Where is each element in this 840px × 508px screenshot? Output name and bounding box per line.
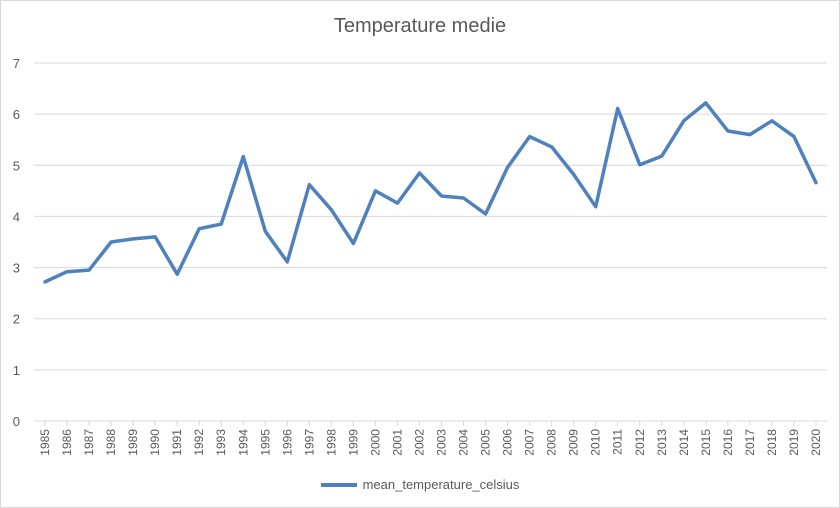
x-tick-label: 1985 — [38, 429, 52, 456]
series-line — [43, 101, 818, 284]
data-point — [131, 237, 135, 241]
chart-title: Temperature medie — [333, 15, 507, 37]
data-point — [374, 189, 377, 193]
x-tick-label: 1990 — [148, 429, 162, 456]
data-point — [330, 208, 333, 211]
x-tick-label: 1989 — [126, 429, 140, 456]
x-tick-label: 1995 — [258, 429, 272, 456]
x-tick-label: 2011 — [611, 429, 625, 455]
data-point — [572, 173, 575, 176]
legend-swatch — [320, 482, 357, 487]
x-tick-label: 2008 — [545, 429, 559, 456]
series-layer — [43, 101, 818, 284]
x-tick-label: 2020 — [809, 429, 823, 456]
data-point — [462, 196, 465, 200]
data-point — [286, 260, 289, 264]
x-tick-label: 2006 — [501, 429, 515, 456]
data-point — [660, 154, 663, 158]
data-point — [814, 181, 818, 184]
x-tick-label: 2004 — [457, 429, 471, 456]
data-point — [440, 194, 443, 198]
data-point — [87, 268, 91, 272]
y-tick-label: 2 — [13, 312, 20, 327]
x-tick-label: 1997 — [302, 429, 316, 456]
x-tick-label: 1986 — [60, 429, 74, 456]
data-point — [43, 280, 47, 284]
x-tick-label: 1996 — [280, 429, 294, 456]
data-point — [550, 145, 553, 149]
y-tick-label: 6 — [13, 107, 20, 122]
x-tick-label: 2015 — [699, 429, 713, 456]
x-tick-label: 1992 — [192, 429, 206, 456]
data-point — [638, 163, 641, 166]
data-point — [726, 129, 730, 133]
data-point — [506, 166, 509, 169]
data-point — [484, 212, 487, 216]
x-axis-ticks: 1985 1986 1987 1988 1989 1990 1991 1992 1993 1994… — [38, 421, 823, 456]
data-point — [704, 101, 708, 105]
x-tick-label: 1994 — [236, 429, 250, 456]
data-point — [308, 183, 311, 186]
y-tick-label: 4 — [13, 209, 20, 224]
x-tick-label: 1993 — [214, 429, 228, 456]
y-tick-label: 5 — [13, 158, 20, 173]
x-tick-label: 1999 — [346, 429, 360, 456]
data-point — [396, 201, 399, 205]
x-tick-label: 1987 — [82, 429, 96, 456]
data-point — [352, 242, 355, 245]
y-tick-label: 7 — [13, 56, 20, 71]
data-point — [242, 155, 245, 158]
data-point — [175, 273, 179, 276]
x-tick-label: 2010 — [589, 429, 603, 456]
y-tick-label: 0 — [13, 414, 20, 429]
legend: mean_temperature_celsius — [1, 477, 839, 492]
data-point — [153, 235, 157, 239]
data-point — [616, 107, 619, 110]
data-point — [109, 240, 113, 244]
data-point — [418, 171, 421, 175]
legend-label: mean_temperature_celsius — [362, 477, 520, 492]
x-tick-label: 2012 — [633, 429, 647, 456]
data-point — [264, 230, 267, 233]
x-tick-label: 2007 — [523, 429, 537, 456]
data-point — [65, 270, 69, 273]
data-point — [528, 135, 531, 138]
x-tick-label: 2009 — [567, 429, 581, 456]
x-tick-label: 2001 — [390, 429, 404, 456]
x-tick-label: 2003 — [435, 429, 449, 456]
data-point — [682, 119, 686, 122]
data-point — [220, 222, 223, 226]
y-tick-label: 1 — [13, 363, 20, 378]
x-tick-label: 2016 — [721, 429, 735, 456]
y-tick-label: 3 — [13, 261, 20, 276]
x-tick-label: 1988 — [104, 429, 118, 456]
data-point — [748, 133, 752, 136]
data-point — [792, 135, 796, 138]
data-point — [198, 227, 201, 230]
data-point — [594, 205, 597, 208]
gridlines — [34, 62, 827, 422]
x-tick-label: 2013 — [655, 429, 669, 456]
x-tick-label: 2000 — [368, 429, 382, 456]
x-tick-label: 2002 — [412, 429, 426, 456]
x-tick-label: 1991 — [170, 429, 184, 456]
x-tick-label: 2014 — [677, 429, 691, 456]
data-point — [770, 119, 774, 122]
x-tick-label: 2005 — [479, 429, 493, 456]
x-tick-label: 2017 — [743, 429, 757, 456]
x-tick-label: 2018 — [765, 429, 779, 456]
x-tick-label: 1998 — [324, 429, 338, 456]
x-tick-label: 2019 — [787, 429, 801, 456]
y-axis-ticks: 0 1 2 3 4 5 6 7 — [13, 56, 20, 429]
